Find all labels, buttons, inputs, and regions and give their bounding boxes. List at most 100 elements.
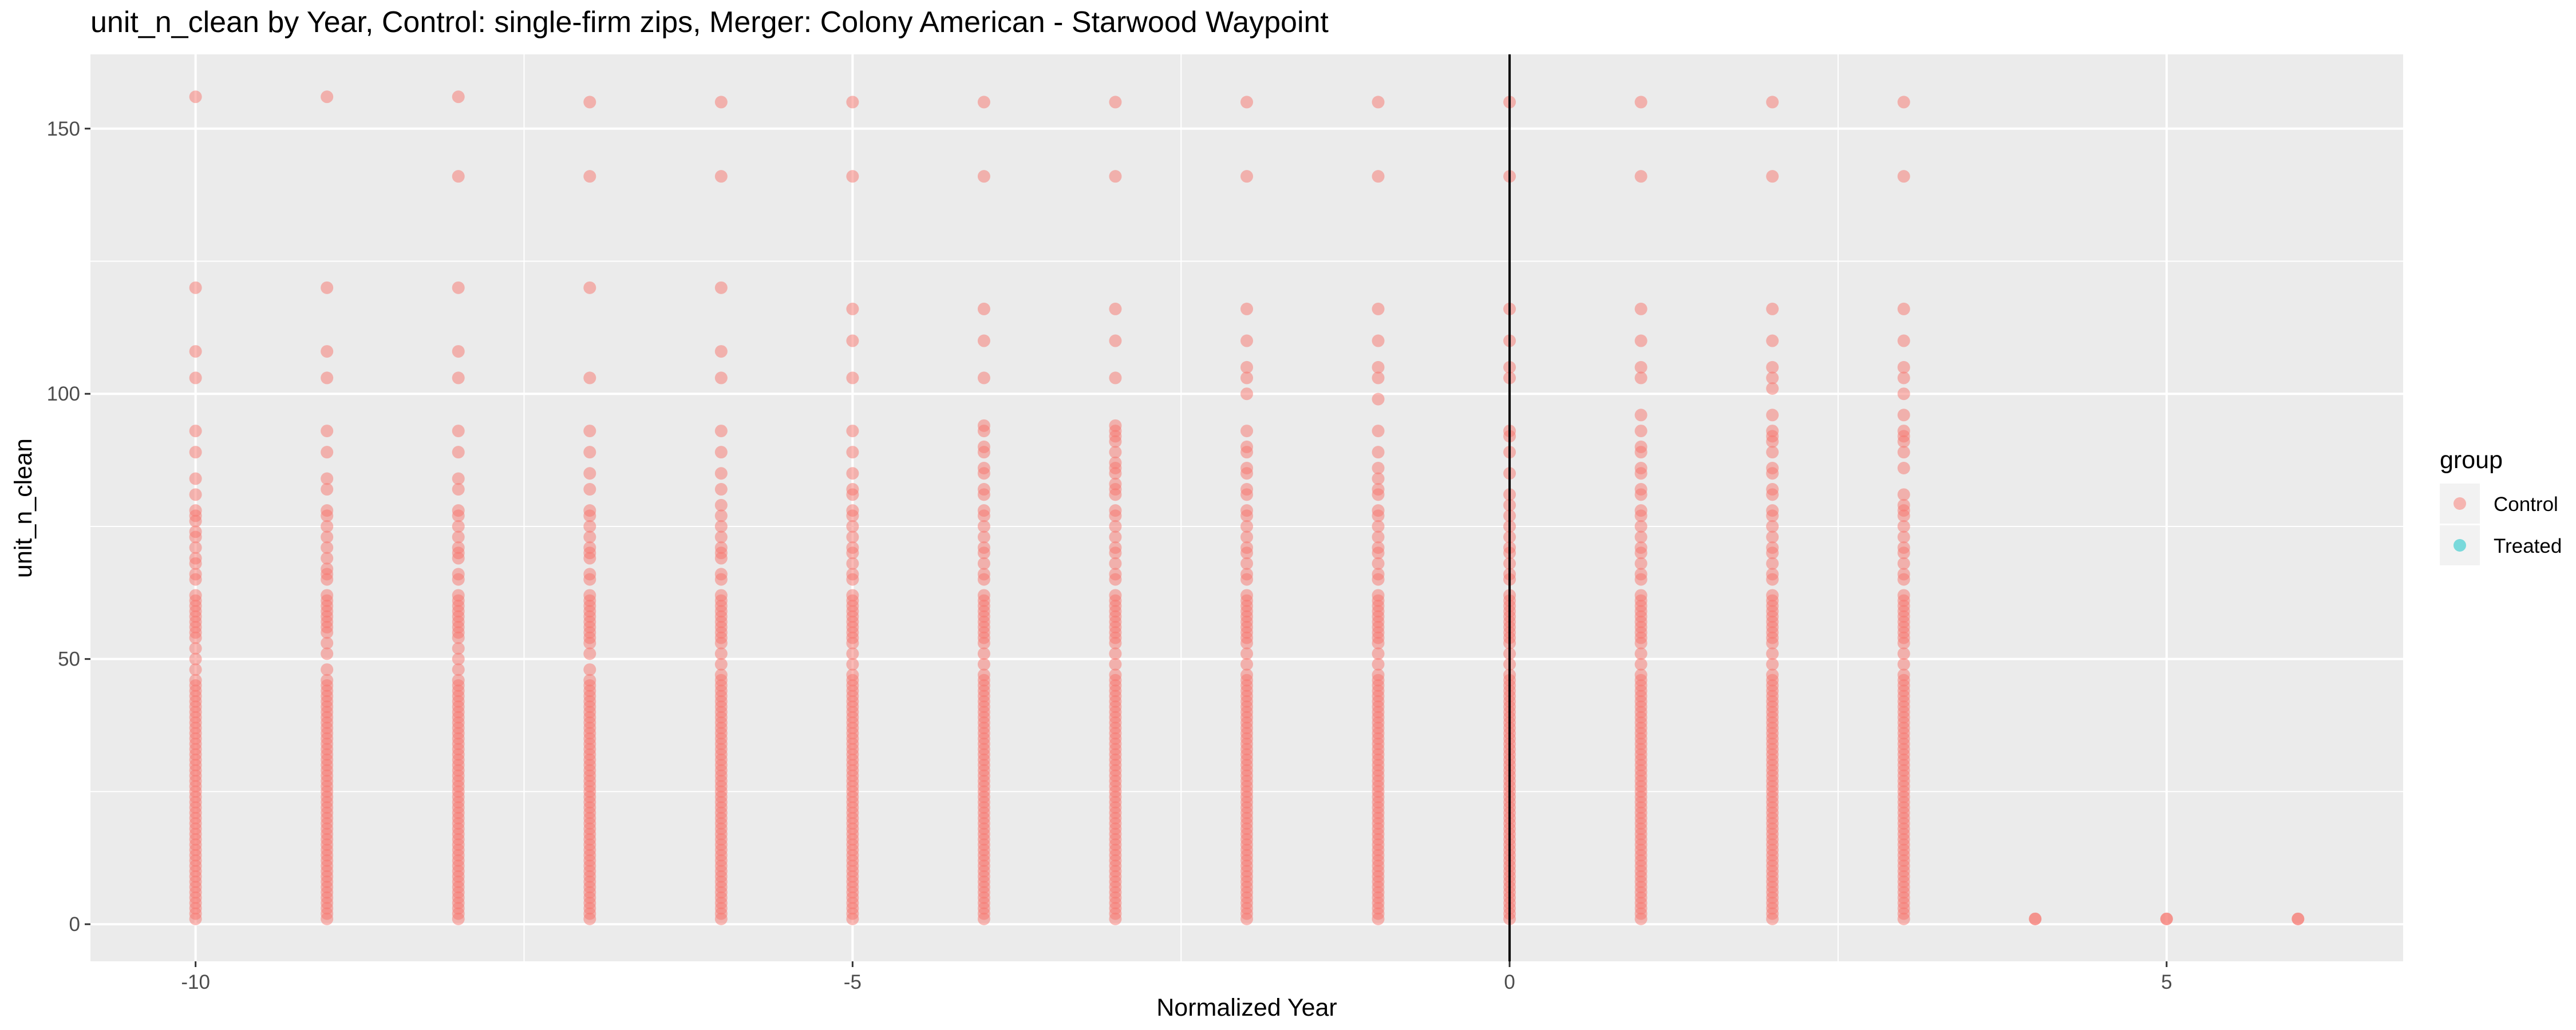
- y-tick-label: 100: [47, 383, 80, 405]
- data-point: [977, 636, 990, 649]
- data-points: [189, 90, 2305, 925]
- data-point: [452, 345, 465, 358]
- data-point: [1372, 509, 1385, 522]
- data-point: [583, 371, 596, 385]
- data-point: [1109, 488, 1122, 501]
- data-point: [1766, 371, 1779, 385]
- data-point: [714, 96, 728, 109]
- data-point: [977, 573, 990, 586]
- data-point: [1766, 409, 1779, 422]
- data-point: [583, 647, 596, 660]
- data-point: [1897, 912, 1910, 925]
- data-point: [189, 663, 202, 676]
- data-point: [189, 557, 202, 570]
- data-point: [1766, 302, 1779, 315]
- data-point: [321, 520, 334, 533]
- data-point: [1240, 657, 1253, 671]
- data-point: [846, 557, 859, 570]
- data-point: [1109, 446, 1122, 459]
- data-point: [2291, 912, 2305, 925]
- data-point: [1634, 170, 1647, 183]
- data-point: [1897, 509, 1910, 522]
- data-point: [189, 446, 202, 459]
- data-point: [452, 573, 465, 586]
- data-point: [1634, 409, 1647, 422]
- data-point: [1766, 530, 1779, 544]
- data-point: [846, 334, 859, 347]
- data-point: [1240, 334, 1253, 347]
- data-point: [1897, 573, 1910, 586]
- data-point: [1897, 170, 1910, 183]
- data-point: [1372, 530, 1385, 544]
- data-point: [321, 371, 334, 385]
- data-point: [189, 642, 202, 655]
- data-point: [583, 509, 596, 522]
- data-point: [321, 90, 334, 104]
- data-point: [189, 472, 202, 485]
- data-point: [452, 472, 465, 485]
- data-point: [321, 530, 334, 544]
- data-point: [977, 557, 990, 570]
- data-point: [1109, 530, 1122, 544]
- data-point: [1634, 557, 1647, 570]
- data-point: [321, 663, 334, 676]
- data-point: [846, 302, 859, 315]
- data-point: [583, 281, 596, 294]
- data-point: [189, 425, 202, 438]
- data-point: [1240, 636, 1253, 649]
- data-point: [583, 912, 596, 925]
- data-point: [1897, 371, 1910, 385]
- data-point: [714, 657, 728, 671]
- data-point: [1240, 488, 1253, 501]
- data-point: [452, 652, 465, 665]
- data-point: [1766, 509, 1779, 522]
- data-point: [189, 652, 202, 665]
- data-point: [1766, 636, 1779, 649]
- data-point: [189, 514, 202, 528]
- data-point: [452, 912, 465, 925]
- x-tick-label: 0: [1504, 971, 1515, 993]
- data-point: [1372, 334, 1385, 347]
- data-point: [714, 636, 728, 649]
- data-point: [1240, 530, 1253, 544]
- data-point: [1109, 557, 1122, 570]
- data-point: [1240, 170, 1253, 183]
- data-point: [1766, 488, 1779, 501]
- data-point: [321, 636, 334, 649]
- data-point: [583, 530, 596, 544]
- data-point: [452, 530, 465, 544]
- data-point: [1766, 657, 1779, 671]
- data-point: [321, 647, 334, 660]
- data-point: [1897, 96, 1910, 109]
- x-axis-title: Normalized Year: [1156, 994, 1337, 1021]
- data-point: [1240, 573, 1253, 586]
- data-point: [583, 573, 596, 586]
- data-point: [1109, 467, 1122, 480]
- data-point: [189, 530, 202, 544]
- data-point: [1897, 557, 1910, 570]
- data-point: [846, 546, 859, 560]
- data-point: [321, 345, 334, 358]
- data-point: [1897, 520, 1910, 533]
- data-point: [321, 425, 334, 438]
- data-point: [452, 663, 465, 676]
- data-point: [846, 467, 859, 480]
- data-point: [583, 520, 596, 533]
- data-point: [1240, 302, 1253, 315]
- data-point: [1372, 657, 1385, 671]
- data-point: [1766, 435, 1779, 448]
- data-point: [189, 631, 202, 644]
- data-point: [714, 170, 728, 183]
- data-point: [1766, 446, 1779, 459]
- data-point: [977, 446, 990, 459]
- data-point: [1109, 96, 1122, 109]
- data-point: [1109, 435, 1122, 448]
- data-point: [1109, 334, 1122, 347]
- data-point: [452, 425, 465, 438]
- data-point: [2160, 912, 2173, 925]
- data-point: [846, 96, 859, 109]
- data-point: [846, 446, 859, 459]
- data-point: [321, 912, 334, 925]
- data-point: [1109, 636, 1122, 649]
- data-point: [583, 663, 596, 676]
